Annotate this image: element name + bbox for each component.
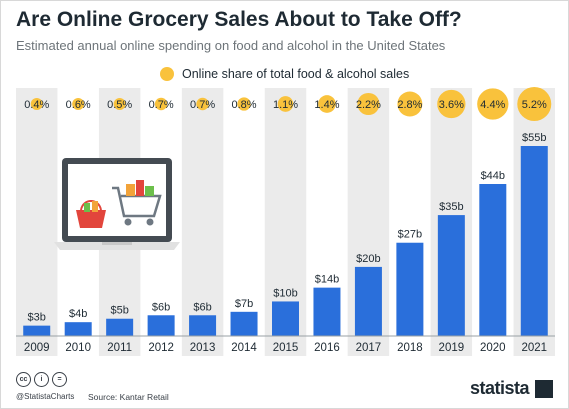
laptop-with-shopping-cart-icon <box>54 158 180 250</box>
x-tick-label: 2009 <box>24 342 50 354</box>
bar-value-label: $35b <box>439 201 463 213</box>
bar <box>520 146 548 336</box>
chart-subtitle: Estimated annual online spending on food… <box>16 38 446 53</box>
share-label: 2.2% <box>356 99 381 111</box>
share-label: 1.1% <box>273 99 298 111</box>
share-bubble <box>196 97 209 111</box>
share-bubble <box>237 97 251 111</box>
bar <box>230 311 258 336</box>
bar-value-label: $5b <box>110 305 128 317</box>
bar <box>147 315 175 336</box>
bar-value-label: $55b <box>522 132 546 144</box>
share-label: 0.5% <box>107 99 132 111</box>
x-tick-label: 2020 <box>480 342 506 354</box>
x-tick-label: 2010 <box>65 342 91 354</box>
share-label: 0.7% <box>190 99 215 111</box>
share-label: 0.8% <box>231 99 256 111</box>
chart-title: Are Online Grocery Sales About to Take O… <box>16 8 462 31</box>
share-bubble <box>72 98 85 110</box>
bar <box>23 325 51 336</box>
x-tick-label: 2013 <box>190 342 216 354</box>
bar <box>354 266 382 336</box>
bar <box>396 242 424 336</box>
x-tick-label: 2014 <box>231 342 257 354</box>
bar <box>437 215 465 336</box>
bar <box>479 184 507 336</box>
x-tick-label: 2019 <box>439 342 465 354</box>
share-bubble <box>318 95 336 113</box>
equals-icon: = <box>52 372 67 387</box>
x-tick-label: 2011 <box>107 342 132 354</box>
x-tick-label: 2017 <box>356 342 382 354</box>
share-bubble <box>154 97 168 111</box>
share-label: 2.8% <box>397 99 422 111</box>
x-tick-label: 2021 <box>521 342 547 354</box>
bar-value-label: $14b <box>315 274 339 286</box>
legend-dot <box>160 67 174 81</box>
share-bubble <box>30 98 43 110</box>
statista-logo[interactable]: statista <box>470 378 530 398</box>
bar <box>313 287 341 336</box>
share-label: 1.4% <box>314 99 339 111</box>
share-bubble <box>437 89 466 119</box>
bar-value-label: $4b <box>69 308 87 320</box>
legend-label: Online share of total food & alcohol sal… <box>182 67 410 81</box>
share-bubble <box>477 88 509 120</box>
bar <box>189 315 217 336</box>
column-band <box>181 88 224 356</box>
share-label: 0.4% <box>24 99 49 111</box>
bar <box>106 318 134 336</box>
bar-value-label: $44b <box>481 170 505 182</box>
bar-value-label: $3b <box>28 312 46 324</box>
column-band <box>16 88 58 356</box>
share-bubble <box>517 87 552 121</box>
bar-value-label: $6b <box>152 301 170 313</box>
x-tick-label: 2016 <box>314 342 340 354</box>
share-label: 5.2% <box>522 99 547 111</box>
share-label: 4.4% <box>480 99 505 111</box>
social-handle: @StatistaCharts <box>16 392 75 401</box>
bar-value-label: $10b <box>273 287 297 299</box>
bar-value-label: $6b <box>193 301 211 313</box>
x-tick-label: 2012 <box>148 342 174 354</box>
x-tick-label: 2018 <box>397 342 423 354</box>
share-label: 3.6% <box>439 99 464 111</box>
license-icons: cc i = <box>16 372 67 387</box>
bar-value-label: $27b <box>398 229 422 241</box>
x-tick-label: 2015 <box>273 342 299 354</box>
bar-value-label: $20b <box>356 253 380 265</box>
source-note: Source: Kantar Retail <box>88 392 169 402</box>
statista-logo-mark <box>535 380 553 398</box>
cc-icon: cc <box>16 372 31 387</box>
share-bubble <box>397 91 423 117</box>
legend: Online share of total food & alcohol sal… <box>160 64 409 84</box>
share-bubble <box>277 96 294 112</box>
share-bubble <box>357 92 380 116</box>
share-bubble <box>113 98 126 110</box>
bar <box>272 301 299 336</box>
by-icon: i <box>34 372 49 387</box>
bar-value-label: $7b <box>235 298 253 310</box>
bar <box>64 322 92 336</box>
share-label: 0.7% <box>149 99 174 111</box>
share-label: 0.6% <box>66 99 91 111</box>
